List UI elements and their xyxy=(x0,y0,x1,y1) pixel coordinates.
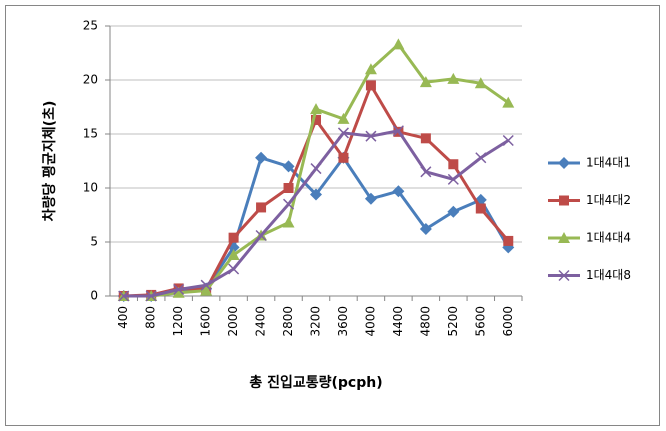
x-tick-label: 5600 xyxy=(473,306,487,337)
x-tick-label: 1600 xyxy=(199,306,213,337)
data-point xyxy=(475,152,487,164)
x-tick-label: 4800 xyxy=(418,306,432,337)
x-tick-label: 3600 xyxy=(336,306,350,337)
data-point xyxy=(200,279,212,291)
data-point xyxy=(255,229,267,242)
x-tick-label: 5200 xyxy=(446,306,460,337)
x-tick-label: 4000 xyxy=(363,306,377,337)
data-point xyxy=(283,198,295,210)
data-point xyxy=(392,125,404,137)
x-tick-label: 6000 xyxy=(501,306,515,337)
data-point xyxy=(282,216,295,228)
x-tick-label: 400 xyxy=(116,306,130,329)
x-tick-label: 2800 xyxy=(281,306,295,337)
data-point xyxy=(447,72,460,84)
data-point xyxy=(337,112,350,124)
data-point xyxy=(200,284,213,296)
y-tick-label: 10 xyxy=(83,181,98,195)
data-point xyxy=(364,63,377,75)
data-point xyxy=(227,248,240,260)
y-tick-label: 25 xyxy=(83,19,98,33)
data-point xyxy=(256,202,267,213)
legend-marker xyxy=(558,269,570,282)
legend-label: 1대4대1 xyxy=(586,156,631,170)
data-point xyxy=(338,152,349,163)
data-point xyxy=(503,235,514,246)
data-point xyxy=(172,286,185,298)
data-point xyxy=(255,151,268,164)
x-tick-label: 3200 xyxy=(309,306,323,337)
data-point xyxy=(474,77,487,89)
data-point xyxy=(475,203,486,214)
data-point xyxy=(447,173,459,185)
x-axis-label: 총 진입교통량(pcph) xyxy=(249,374,382,391)
legend-marker xyxy=(558,157,570,169)
data-point xyxy=(502,134,514,147)
data-point xyxy=(173,283,185,296)
data-point xyxy=(145,290,157,302)
y-axis-label: 차량당 평균지체(초) xyxy=(41,101,58,222)
legend-label: 1대4대8 xyxy=(586,268,631,282)
data-point xyxy=(502,96,515,108)
data-point xyxy=(310,163,322,175)
data-point xyxy=(392,38,405,50)
legend-marker xyxy=(558,232,570,243)
data-point xyxy=(420,166,432,178)
data-point xyxy=(283,183,294,193)
data-point xyxy=(420,133,431,144)
data-point xyxy=(365,80,376,91)
legend-label: 1대4대2 xyxy=(586,193,631,207)
data-point xyxy=(419,223,432,236)
x-tick-label: 4400 xyxy=(391,306,405,337)
data-point xyxy=(228,263,240,275)
x-tick-label: 1200 xyxy=(171,306,185,337)
y-tick-label: 15 xyxy=(83,127,98,141)
data-point xyxy=(447,205,460,218)
legend-label: 1대4대4 xyxy=(586,231,631,245)
data-point xyxy=(311,114,321,125)
data-point xyxy=(337,127,349,139)
y-tick-label: 20 xyxy=(83,73,98,87)
y-tick-label: 0 xyxy=(90,289,98,303)
x-tick-label: 800 xyxy=(144,306,158,329)
data-point xyxy=(310,188,322,201)
legend-marker xyxy=(559,195,569,206)
data-point xyxy=(310,103,322,115)
data-point xyxy=(365,130,377,142)
y-tick-label: 5 xyxy=(90,235,98,249)
data-point xyxy=(228,232,239,243)
x-tick-label: 2000 xyxy=(226,306,240,337)
data-point xyxy=(364,192,377,205)
x-tick-label: 2400 xyxy=(254,306,268,337)
data-point xyxy=(419,76,432,88)
data-point xyxy=(392,185,405,198)
chart-border xyxy=(5,5,660,426)
data-point xyxy=(118,290,130,302)
data-point xyxy=(448,159,459,170)
data-point xyxy=(282,160,295,173)
